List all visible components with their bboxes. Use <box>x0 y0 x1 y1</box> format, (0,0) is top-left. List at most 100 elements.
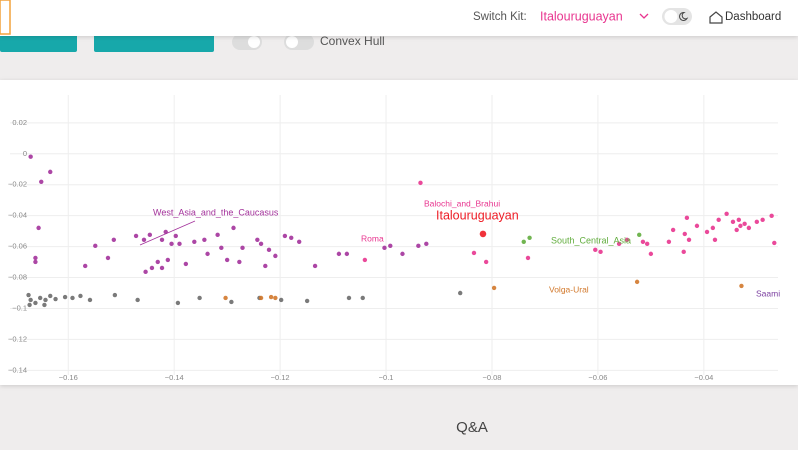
point <box>93 243 98 249</box>
point <box>27 302 32 308</box>
point <box>710 225 716 231</box>
x-tick-label: −0.04 <box>694 373 713 382</box>
point <box>616 241 622 247</box>
point <box>769 213 774 219</box>
point <box>736 217 742 223</box>
point <box>336 251 342 257</box>
point <box>312 263 318 269</box>
y-tick-label: −0.14 <box>8 365 27 374</box>
annotation: Italouruguayan <box>436 208 519 222</box>
point <box>205 251 210 257</box>
point <box>48 293 53 299</box>
point <box>62 294 68 300</box>
annotation: West_Asia_and_the_Caucasus <box>153 207 279 217</box>
point <box>746 225 752 231</box>
y-tick-label: −0.12 <box>8 334 27 343</box>
point <box>112 292 118 298</box>
point <box>33 255 38 261</box>
annotation: Volga-Ural <box>549 284 589 294</box>
point <box>760 217 765 223</box>
point <box>105 255 111 261</box>
point <box>296 239 302 245</box>
point <box>346 295 352 301</box>
point <box>149 265 155 271</box>
point <box>424 241 429 247</box>
annotation: Roma <box>361 233 384 243</box>
y-tick-label: 0 <box>23 149 27 158</box>
point <box>111 237 117 242</box>
x-tick-label: −0.08 <box>482 373 501 382</box>
annotation: Saami <box>756 288 780 298</box>
point <box>400 251 405 257</box>
point <box>48 169 53 175</box>
y-tick-label: −0.08 <box>8 273 27 282</box>
point <box>268 294 274 300</box>
point <box>483 259 489 265</box>
point <box>738 223 743 229</box>
point <box>686 237 692 242</box>
point <box>78 293 83 299</box>
point <box>525 255 531 261</box>
point <box>177 241 182 247</box>
point <box>521 239 526 245</box>
point <box>418 180 423 186</box>
point <box>362 257 368 263</box>
y-tick-label: −0.02 <box>8 180 27 189</box>
point <box>730 219 736 225</box>
point <box>43 297 48 303</box>
point <box>202 237 207 242</box>
point <box>53 296 58 302</box>
point <box>224 257 230 263</box>
point <box>258 295 264 301</box>
point <box>165 257 171 263</box>
point <box>240 245 245 251</box>
point <box>682 231 687 237</box>
point <box>382 245 387 251</box>
point <box>33 259 38 265</box>
point <box>598 249 603 255</box>
point <box>159 237 165 242</box>
point <box>491 285 497 291</box>
point <box>624 237 630 242</box>
point <box>231 225 236 231</box>
y-tick-label: −0.1 <box>12 303 27 312</box>
point <box>644 241 650 247</box>
point <box>273 253 278 259</box>
y-tick-label: −0.06 <box>8 242 27 251</box>
point <box>197 295 202 301</box>
switch-label: Switch Kit: <box>473 11 527 23</box>
point <box>458 290 463 296</box>
annotation: South_Central_Asia <box>551 235 631 245</box>
point <box>42 302 47 308</box>
point <box>648 251 654 257</box>
moon-icon <box>679 11 689 21</box>
point <box>742 221 747 227</box>
x-tick-label: −0.12 <box>271 373 290 382</box>
point <box>141 237 147 242</box>
point <box>416 243 421 249</box>
y-tick-label: −0.04 <box>8 211 27 220</box>
point <box>684 215 690 221</box>
point <box>229 299 234 305</box>
kit-select[interactable]: Italouruguayan <box>540 9 623 23</box>
point <box>263 263 268 269</box>
point <box>289 235 294 240</box>
point <box>670 227 676 233</box>
point <box>724 211 729 217</box>
x-tick-label: −0.1 <box>379 373 394 382</box>
point <box>26 292 31 298</box>
point <box>593 247 598 253</box>
point <box>36 225 41 231</box>
point <box>282 233 288 239</box>
point <box>772 240 777 246</box>
point <box>147 232 153 238</box>
nav-link[interactable]: Dashboard <box>725 11 781 23</box>
point <box>173 233 178 239</box>
y-tick-label: 0.02 <box>12 118 27 127</box>
point <box>135 297 140 303</box>
point <box>734 227 739 233</box>
point <box>70 295 75 301</box>
point <box>192 239 197 245</box>
